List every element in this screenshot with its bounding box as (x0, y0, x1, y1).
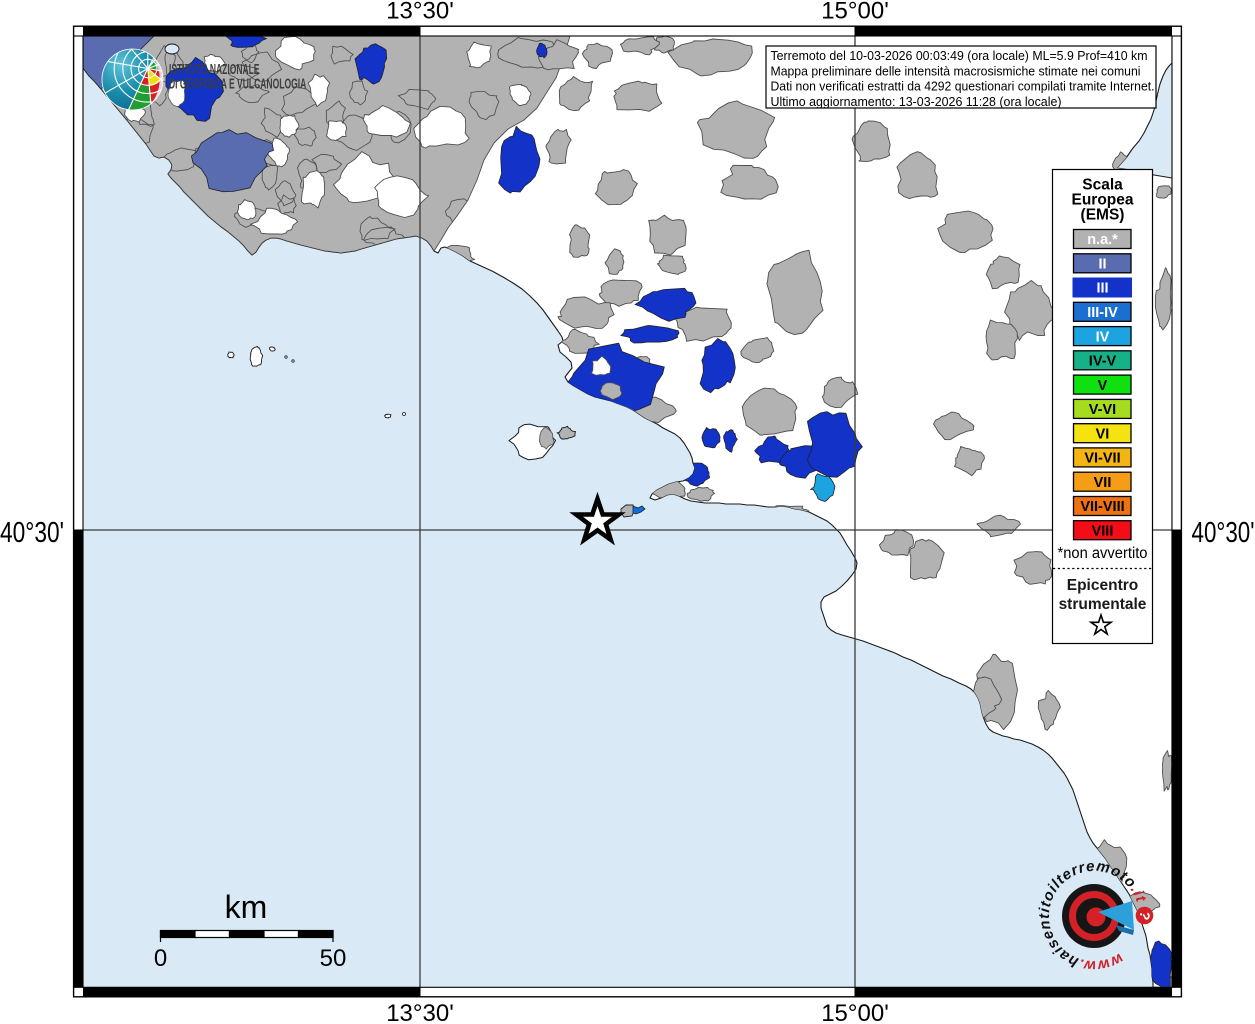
svg-text:III: III (1096, 281, 1108, 297)
svg-text:III-IV: III-IV (1087, 305, 1118, 321)
svg-text:II: II (1098, 257, 1106, 273)
svg-text:VI-VII: VI-VII (1084, 451, 1120, 467)
svg-text:Ultimo aggiornamento: 13-03-20: Ultimo aggiornamento: 13-03-2026 11:28 (… (771, 94, 1062, 109)
svg-text:15°00': 15°00' (821, 0, 889, 25)
svg-text:IV-V: IV-V (1089, 354, 1117, 370)
svg-text:Europea: Europea (1071, 192, 1133, 209)
svg-text:40°30': 40°30' (1192, 517, 1255, 549)
svg-text:strumentale: strumentale (1059, 596, 1147, 613)
svg-text:13°30': 13°30' (386, 1000, 454, 1024)
svg-text:Epicentro: Epicentro (1067, 577, 1138, 594)
svg-text:?: ? (1136, 909, 1154, 921)
svg-text:VI: VI (1096, 426, 1110, 442)
svg-text:(EMS): (EMS) (1081, 207, 1125, 224)
svg-text:V-VI: V-VI (1089, 402, 1116, 418)
svg-text:n.a.*: n.a.* (1087, 232, 1118, 248)
svg-text:13°30': 13°30' (386, 0, 454, 25)
svg-text:V: V (1098, 378, 1108, 394)
svg-text:VIII: VIII (1092, 523, 1114, 539)
svg-text:*non avvertito: *non avvertito (1058, 545, 1148, 562)
svg-text:Terremoto del 10-03-2026 00:03: Terremoto del 10-03-2026 00:03:49 (ora l… (771, 48, 1148, 63)
svg-text:VII: VII (1094, 475, 1112, 491)
svg-text:Mappa preliminare delle intens: Mappa preliminare delle intensità macros… (771, 63, 1141, 78)
svg-text:Scala: Scala (1082, 177, 1123, 194)
svg-text:DI GEOFISICA E VULCANOLOGIA: DI GEOFISICA E VULCANOLOGIA (169, 75, 306, 92)
svg-text:50: 50 (320, 945, 347, 972)
svg-text:40°30': 40°30' (0, 517, 64, 549)
svg-text:VII-VIII: VII-VIII (1080, 499, 1124, 515)
svg-text:ISTITUTO NAZIONALE: ISTITUTO NAZIONALE (169, 61, 259, 78)
svg-text:0: 0 (154, 945, 167, 972)
svg-text:km: km (225, 889, 268, 925)
svg-text:15°00': 15°00' (821, 1000, 889, 1024)
svg-text:Dati non verificati estratti d: Dati non verificati estratti da 4292 que… (771, 79, 1155, 94)
svg-text:IV: IV (1096, 329, 1110, 345)
